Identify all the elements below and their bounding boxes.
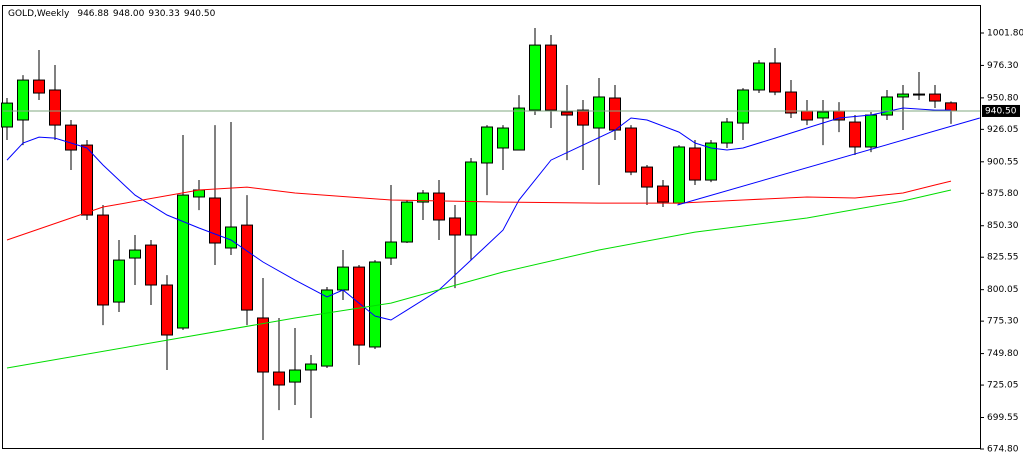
candle-body [625,127,637,173]
candle-body [801,110,813,121]
y-tick-label: 926.05 [987,125,1019,135]
candle-body [897,93,909,98]
candle-body [417,192,429,203]
candle-body [561,111,573,116]
candle-body [785,91,797,114]
indicator-line [6,107,951,321]
y-tick-label: 775.30 [987,317,1019,327]
candle-body [673,146,685,204]
candle-body [929,93,941,102]
candle-body [849,121,861,148]
candle-body [705,142,717,181]
candle-body [337,266,349,291]
candle-body [129,249,141,259]
candle-body [913,93,925,96]
candle-body [865,114,877,148]
candle-body [289,369,301,383]
candle-body [577,109,589,126]
y-tick-label: 725.05 [987,381,1019,391]
candle-body [689,147,701,181]
candle-body [545,44,557,111]
candle-body [17,79,29,121]
header-low: 930.33 [148,9,180,19]
candle-body [81,144,93,216]
candle-body [273,371,285,386]
candle-body [497,127,509,149]
y-tick-label: 699.55 [987,413,1019,423]
y-tick-label: 900.55 [987,157,1019,167]
candle-body [113,259,125,303]
candle-body [209,197,221,244]
candle-body [609,97,621,131]
candle-body [305,363,317,371]
candle-body [257,317,269,373]
candle-body [241,224,253,311]
candle-body [753,62,765,91]
candle-body [1,102,13,128]
y-tick-label: 674.80 [987,445,1019,453]
candle-body [97,214,109,306]
y-tick-label: 749.80 [987,349,1019,359]
plot-frame [2,5,981,449]
candle-body [177,194,189,329]
header-open: 946.88 [77,9,109,19]
candle-body [657,185,669,203]
indicator-line [6,189,952,369]
candle-body [433,192,445,221]
price-tag-label: 940.50 [985,106,1017,116]
candle-body [641,166,653,188]
price-tag [982,104,1020,117]
candle-body [161,284,173,336]
candle-body [817,111,829,119]
candle-body [65,124,77,151]
candle-body [145,244,157,286]
y-tick-label: 950.80 [987,93,1019,103]
candle-body [481,126,493,164]
candle-body [593,96,605,129]
candle-body [465,161,477,236]
candle-body [513,107,525,151]
y-tick-label: 875.80 [987,189,1019,199]
candle-body [401,201,413,243]
y-tick-label: 850.30 [987,221,1019,231]
candle-body [833,110,845,121]
indicator-line [6,180,952,241]
y-tick-label: 800.05 [987,285,1019,295]
candle-body [721,121,733,144]
candle-body [321,289,333,367]
candle-body [225,226,237,249]
candle-body [529,44,541,111]
candle-body [353,266,365,346]
chart-title: GOLD,Weekly [8,9,70,19]
y-tick-label: 1001.80 [987,28,1023,38]
header-high: 948.00 [113,9,145,19]
indicator-line [677,117,980,206]
candle-body [369,261,381,348]
chart-header: GOLD,Weekly 946.88 948.00 930.33 940.50 [8,9,216,19]
header-close: 940.50 [184,9,216,19]
y-tick-label: 825.55 [987,253,1019,263]
candle-body [33,79,45,94]
candle-body [449,217,461,236]
candle-body [385,241,397,259]
candle-body [49,89,61,126]
candle-body [769,62,781,93]
y-tick-label: 976.30 [987,61,1019,71]
candle-body [737,89,749,124]
candle-body [881,96,893,116]
